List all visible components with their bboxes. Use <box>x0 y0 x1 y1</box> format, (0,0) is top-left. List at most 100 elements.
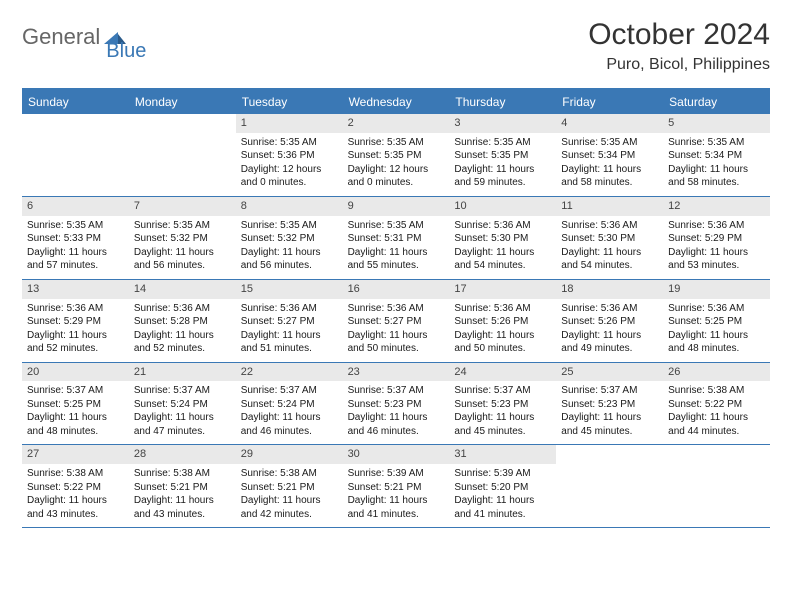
daylight-text: Daylight: 11 hours and 50 minutes. <box>348 329 445 356</box>
daylight-text: Daylight: 11 hours and 49 minutes. <box>561 329 658 356</box>
sunset-text: Sunset: 5:26 PM <box>561 315 658 329</box>
sunrise-text: Sunrise: 5:35 AM <box>27 219 124 233</box>
dayname-mon: Monday <box>129 90 236 114</box>
week-row: 1Sunrise: 5:35 AMSunset: 5:36 PMDaylight… <box>22 114 770 197</box>
sunset-text: Sunset: 5:26 PM <box>454 315 551 329</box>
logo-text-1: General <box>22 24 100 50</box>
sunrise-text: Sunrise: 5:36 AM <box>561 219 658 233</box>
week-row: 27Sunrise: 5:38 AMSunset: 5:22 PMDayligh… <box>22 445 770 528</box>
day-header-row: Sunday Monday Tuesday Wednesday Thursday… <box>22 90 770 114</box>
sunrise-text: Sunrise: 5:37 AM <box>241 384 338 398</box>
daylight-text: Daylight: 11 hours and 55 minutes. <box>348 246 445 273</box>
sunrise-text: Sunrise: 5:39 AM <box>348 467 445 481</box>
sunset-text: Sunset: 5:31 PM <box>348 232 445 246</box>
day-number: 28 <box>129 445 236 464</box>
sunset-text: Sunset: 5:24 PM <box>134 398 231 412</box>
daylight-text: Daylight: 11 hours and 42 minutes. <box>241 494 338 521</box>
day-cell: 9Sunrise: 5:35 AMSunset: 5:31 PMDaylight… <box>343 197 450 279</box>
daylight-text: Daylight: 11 hours and 52 minutes. <box>134 329 231 356</box>
day-number: 10 <box>449 197 556 216</box>
sunset-text: Sunset: 5:23 PM <box>561 398 658 412</box>
day-cell: 18Sunrise: 5:36 AMSunset: 5:26 PMDayligh… <box>556 280 663 362</box>
sunset-text: Sunset: 5:27 PM <box>348 315 445 329</box>
sunrise-text: Sunrise: 5:36 AM <box>27 302 124 316</box>
sunset-text: Sunset: 5:32 PM <box>134 232 231 246</box>
day-cell: 20Sunrise: 5:37 AMSunset: 5:25 PMDayligh… <box>22 363 129 445</box>
day-number: 6 <box>22 197 129 216</box>
sunset-text: Sunset: 5:24 PM <box>241 398 338 412</box>
daylight-text: Daylight: 11 hours and 46 minutes. <box>348 411 445 438</box>
sunrise-text: Sunrise: 5:35 AM <box>668 136 765 150</box>
day-number: 16 <box>343 280 450 299</box>
sunrise-text: Sunrise: 5:35 AM <box>348 136 445 150</box>
sunrise-text: Sunrise: 5:37 AM <box>134 384 231 398</box>
week-row: 20Sunrise: 5:37 AMSunset: 5:25 PMDayligh… <box>22 363 770 446</box>
dayname-sat: Saturday <box>663 90 770 114</box>
day-cell: 8Sunrise: 5:35 AMSunset: 5:32 PMDaylight… <box>236 197 343 279</box>
daylight-text: Daylight: 11 hours and 46 minutes. <box>241 411 338 438</box>
dayname-fri: Friday <box>556 90 663 114</box>
sunset-text: Sunset: 5:29 PM <box>668 232 765 246</box>
daylight-text: Daylight: 11 hours and 58 minutes. <box>668 163 765 190</box>
sunset-text: Sunset: 5:32 PM <box>241 232 338 246</box>
sunset-text: Sunset: 5:29 PM <box>27 315 124 329</box>
sunset-text: Sunset: 5:21 PM <box>348 481 445 495</box>
sunset-text: Sunset: 5:25 PM <box>668 315 765 329</box>
sunrise-text: Sunrise: 5:38 AM <box>668 384 765 398</box>
day-number: 14 <box>129 280 236 299</box>
page-title: October 2024 <box>588 18 770 52</box>
sunrise-text: Sunrise: 5:39 AM <box>454 467 551 481</box>
day-number: 29 <box>236 445 343 464</box>
day-number: 26 <box>663 363 770 382</box>
day-cell: 26Sunrise: 5:38 AMSunset: 5:22 PMDayligh… <box>663 363 770 445</box>
sunset-text: Sunset: 5:22 PM <box>27 481 124 495</box>
weeks-container: 1Sunrise: 5:35 AMSunset: 5:36 PMDaylight… <box>22 114 770 528</box>
day-number: 23 <box>343 363 450 382</box>
dayname-wed: Wednesday <box>343 90 450 114</box>
daylight-text: Daylight: 11 hours and 48 minutes. <box>27 411 124 438</box>
day-cell: 23Sunrise: 5:37 AMSunset: 5:23 PMDayligh… <box>343 363 450 445</box>
daylight-text: Daylight: 11 hours and 41 minutes. <box>454 494 551 521</box>
day-cell: 24Sunrise: 5:37 AMSunset: 5:23 PMDayligh… <box>449 363 556 445</box>
header: General Blue October 2024 Puro, Bicol, P… <box>22 18 770 74</box>
day-cell: 22Sunrise: 5:37 AMSunset: 5:24 PMDayligh… <box>236 363 343 445</box>
daylight-text: Daylight: 11 hours and 59 minutes. <box>454 163 551 190</box>
daylight-text: Daylight: 11 hours and 45 minutes. <box>454 411 551 438</box>
day-cell: 12Sunrise: 5:36 AMSunset: 5:29 PMDayligh… <box>663 197 770 279</box>
sunrise-text: Sunrise: 5:37 AM <box>561 384 658 398</box>
sunrise-text: Sunrise: 5:38 AM <box>134 467 231 481</box>
day-number: 5 <box>663 114 770 133</box>
daylight-text: Daylight: 11 hours and 43 minutes. <box>134 494 231 521</box>
daylight-text: Daylight: 11 hours and 58 minutes. <box>561 163 658 190</box>
daylight-text: Daylight: 11 hours and 57 minutes. <box>27 246 124 273</box>
sunrise-text: Sunrise: 5:36 AM <box>668 302 765 316</box>
sunset-text: Sunset: 5:21 PM <box>134 481 231 495</box>
day-cell: 30Sunrise: 5:39 AMSunset: 5:21 PMDayligh… <box>343 445 450 527</box>
calendar: Sunday Monday Tuesday Wednesday Thursday… <box>22 88 770 528</box>
day-number: 30 <box>343 445 450 464</box>
sunrise-text: Sunrise: 5:36 AM <box>668 219 765 233</box>
day-number: 3 <box>449 114 556 133</box>
day-cell: 13Sunrise: 5:36 AMSunset: 5:29 PMDayligh… <box>22 280 129 362</box>
sunset-text: Sunset: 5:35 PM <box>454 149 551 163</box>
sunrise-text: Sunrise: 5:38 AM <box>27 467 124 481</box>
sunset-text: Sunset: 5:21 PM <box>241 481 338 495</box>
day-number: 13 <box>22 280 129 299</box>
day-cell <box>556 445 663 527</box>
sunrise-text: Sunrise: 5:37 AM <box>348 384 445 398</box>
sunrise-text: Sunrise: 5:35 AM <box>454 136 551 150</box>
day-number: 7 <box>129 197 236 216</box>
day-number: 20 <box>22 363 129 382</box>
day-cell: 5Sunrise: 5:35 AMSunset: 5:34 PMDaylight… <box>663 114 770 196</box>
sunrise-text: Sunrise: 5:35 AM <box>241 136 338 150</box>
sunset-text: Sunset: 5:35 PM <box>348 149 445 163</box>
dayname-tue: Tuesday <box>236 90 343 114</box>
day-cell: 21Sunrise: 5:37 AMSunset: 5:24 PMDayligh… <box>129 363 236 445</box>
daylight-text: Daylight: 11 hours and 56 minutes. <box>134 246 231 273</box>
day-cell: 7Sunrise: 5:35 AMSunset: 5:32 PMDaylight… <box>129 197 236 279</box>
sunrise-text: Sunrise: 5:35 AM <box>561 136 658 150</box>
day-cell: 4Sunrise: 5:35 AMSunset: 5:34 PMDaylight… <box>556 114 663 196</box>
daylight-text: Daylight: 11 hours and 50 minutes. <box>454 329 551 356</box>
daylight-text: Daylight: 11 hours and 54 minutes. <box>561 246 658 273</box>
daylight-text: Daylight: 12 hours and 0 minutes. <box>241 163 338 190</box>
